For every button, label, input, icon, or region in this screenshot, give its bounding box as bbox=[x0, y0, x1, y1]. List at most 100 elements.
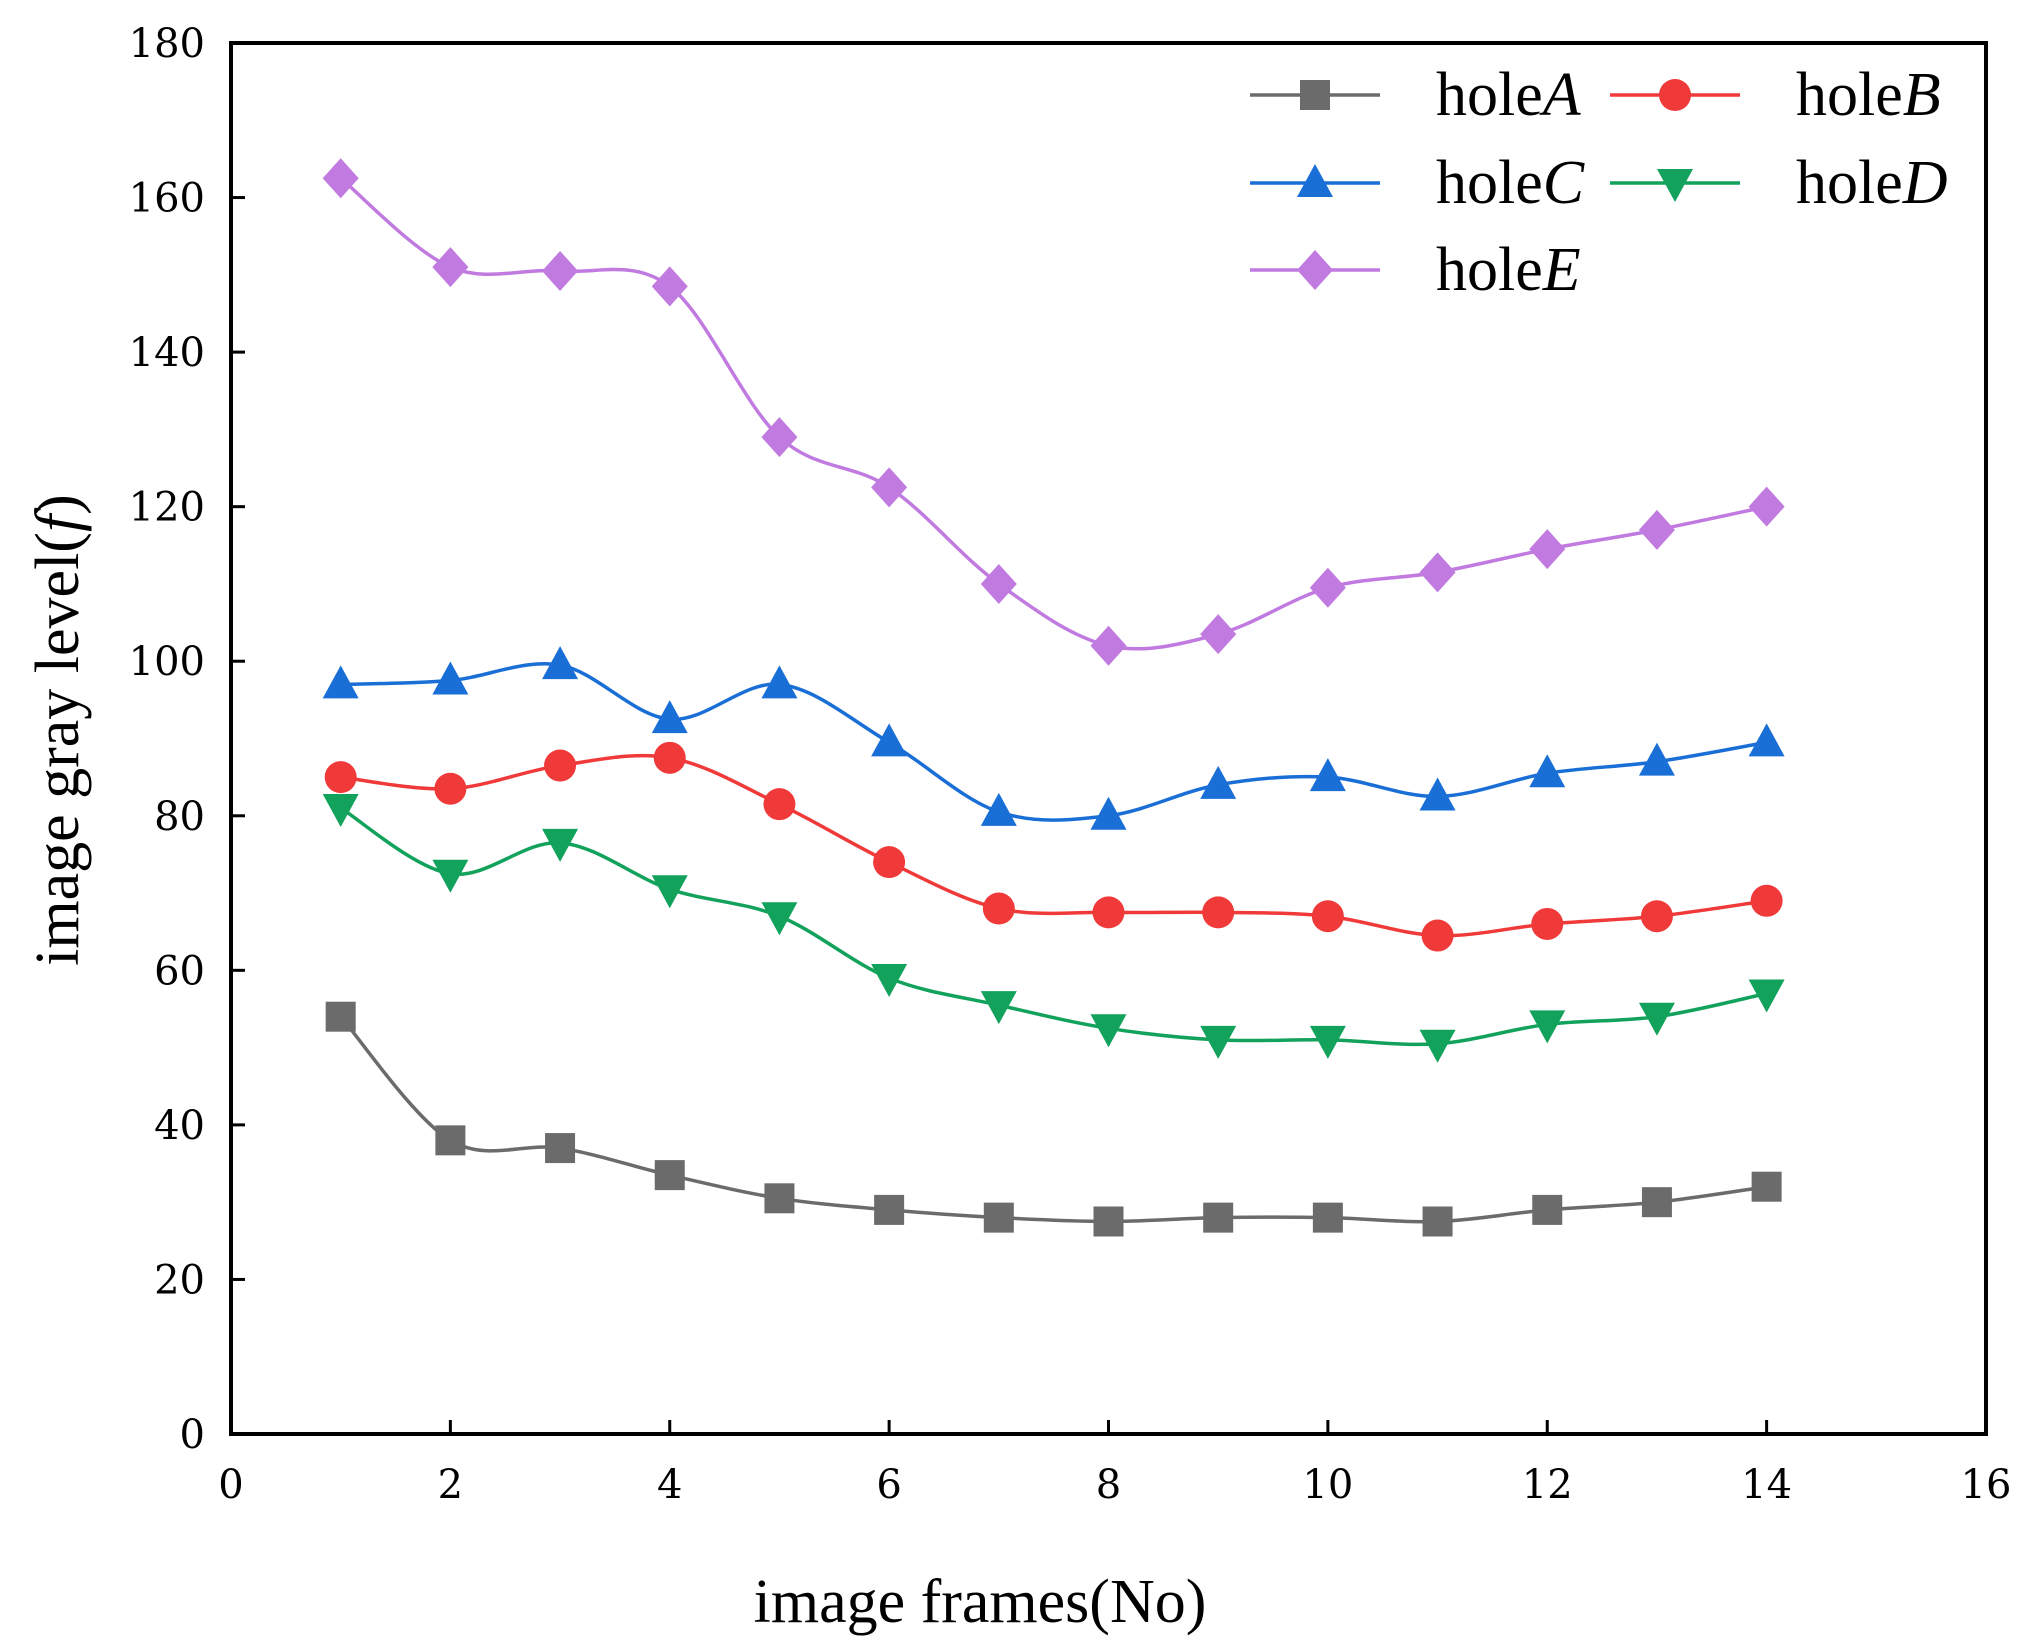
y-axis-title: image gray level(f) bbox=[24, 494, 92, 966]
data-point-hole-c bbox=[1090, 796, 1127, 830]
data-point-hole-e bbox=[1529, 529, 1566, 570]
data-point-hole-a bbox=[1312, 1202, 1343, 1233]
y-tick-label: 140 bbox=[129, 330, 205, 376]
legend-label: holeA bbox=[1436, 61, 1582, 129]
legend-marker bbox=[1657, 169, 1693, 202]
series-hole-b bbox=[324, 741, 1783, 952]
data-point-hole-e bbox=[432, 247, 469, 288]
data-point-hole-d bbox=[1309, 1025, 1346, 1059]
legend-label: holeE bbox=[1436, 236, 1581, 304]
data-point-hole-b bbox=[1531, 907, 1564, 940]
x-tick-label: 8 bbox=[1096, 1462, 1121, 1508]
data-point-hole-c bbox=[871, 723, 908, 757]
x-tick-label: 14 bbox=[1741, 1462, 1792, 1508]
data-point-hole-c bbox=[1638, 742, 1675, 776]
data-point-hole-a bbox=[1093, 1206, 1124, 1237]
data-point-hole-e bbox=[1090, 625, 1127, 666]
data-point-hole-a bbox=[764, 1183, 795, 1214]
data-point-hole-b bbox=[982, 892, 1015, 925]
legend-label-prefix: hole bbox=[1796, 61, 1903, 129]
series-hole-a bbox=[325, 1001, 1782, 1237]
data-point-hole-d bbox=[1638, 1002, 1675, 1036]
data-point-hole-c bbox=[761, 665, 798, 699]
data-point-hole-b bbox=[763, 788, 796, 821]
data-point-hole-a bbox=[325, 1001, 356, 1032]
data-point-hole-b bbox=[1092, 896, 1125, 929]
data-point-hole-b bbox=[434, 772, 467, 805]
data-point-hole-e bbox=[1200, 614, 1237, 655]
data-point-hole-d bbox=[1748, 979, 1785, 1013]
legend-label: holeC bbox=[1436, 149, 1585, 217]
y-axis: 0 20 40 60 80 100 120 140 160 180 bbox=[129, 21, 245, 1458]
data-point-hole-c bbox=[1748, 723, 1785, 757]
x-tick-label: 6 bbox=[876, 1462, 901, 1508]
data-point-hole-a bbox=[874, 1194, 905, 1225]
legend-item-hole-e: holeE bbox=[1250, 236, 1581, 304]
data-point-hole-a bbox=[1422, 1206, 1453, 1237]
y-tick-label: 40 bbox=[154, 1103, 205, 1149]
legend-label-letter: A bbox=[1539, 61, 1582, 129]
y-tick-label: 80 bbox=[154, 794, 205, 840]
legend-label-letter: E bbox=[1542, 236, 1581, 304]
y-tick-label: 180 bbox=[129, 21, 205, 67]
data-point-hole-d bbox=[1200, 1025, 1237, 1059]
data-point-hole-b bbox=[324, 761, 357, 794]
data-point-hole-d bbox=[1419, 1029, 1456, 1063]
series-hole-c bbox=[322, 646, 1785, 830]
x-tick-label: 10 bbox=[1302, 1462, 1353, 1508]
y-axis-title-suffix: ) bbox=[24, 494, 92, 515]
legend-item-hole-d: holeD bbox=[1610, 149, 1948, 217]
data-point-hole-e bbox=[1309, 567, 1346, 608]
y-axis-title-prefix: image gray level( bbox=[24, 532, 92, 966]
data-point-hole-b bbox=[1311, 900, 1344, 933]
series-hole-d bbox=[322, 794, 1785, 1063]
legend-label-prefix: hole bbox=[1436, 61, 1543, 129]
data-point-hole-e bbox=[761, 417, 798, 458]
y-tick-label: 100 bbox=[129, 639, 205, 685]
legend-marker bbox=[1659, 79, 1691, 111]
series-hole-e bbox=[322, 158, 1785, 666]
legend-item-hole-c: holeC bbox=[1250, 149, 1585, 217]
data-point-hole-b bbox=[1640, 900, 1673, 933]
data-point-hole-a bbox=[1641, 1187, 1672, 1218]
data-point-hole-c bbox=[1419, 777, 1456, 811]
data-point-hole-b bbox=[1750, 884, 1783, 917]
data-point-hole-a bbox=[1203, 1202, 1234, 1233]
data-point-hole-a bbox=[1532, 1194, 1563, 1225]
data-point-hole-b bbox=[653, 741, 686, 774]
series-line-hole-c bbox=[340, 662, 1767, 822]
x-tick-label: 16 bbox=[1961, 1462, 2012, 1508]
data-point-hole-b bbox=[1421, 919, 1454, 952]
legend-label-letter: B bbox=[1903, 61, 1941, 129]
data-point-hole-e bbox=[651, 266, 688, 307]
legend-label-letter: C bbox=[1543, 149, 1585, 217]
legend-marker bbox=[1300, 80, 1330, 110]
data-point-hole-c bbox=[980, 792, 1017, 826]
data-point-hole-a bbox=[983, 1202, 1014, 1233]
data-point-hole-e bbox=[542, 250, 579, 291]
x-tick-label: 4 bbox=[657, 1462, 682, 1508]
data-point-hole-a bbox=[435, 1125, 466, 1156]
data-point-hole-c bbox=[1529, 754, 1566, 788]
data-point-hole-e bbox=[980, 563, 1017, 604]
data-point-hole-e bbox=[1638, 509, 1675, 550]
data-point-hole-c bbox=[651, 700, 688, 734]
x-axis-title: image frames(No) bbox=[754, 1568, 1207, 1636]
data-point-hole-c bbox=[542, 646, 579, 680]
data-point-hole-e bbox=[871, 467, 908, 508]
data-point-hole-b bbox=[544, 749, 577, 782]
y-tick-label: 120 bbox=[129, 485, 205, 531]
y-tick-label: 160 bbox=[129, 176, 205, 222]
series-layer bbox=[322, 158, 1785, 1237]
data-point-hole-d bbox=[871, 964, 908, 998]
data-point-hole-d bbox=[651, 875, 688, 909]
data-point-hole-a bbox=[1751, 1171, 1782, 1202]
y-tick-label: 60 bbox=[154, 948, 205, 994]
data-point-hole-c bbox=[322, 665, 359, 699]
data-point-hole-d bbox=[1090, 1014, 1127, 1048]
data-point-hole-b bbox=[1202, 896, 1235, 929]
legend-item-hole-b: holeB bbox=[1610, 61, 1941, 129]
legend-label-letter: D bbox=[1902, 149, 1948, 217]
legend-label-prefix: hole bbox=[1436, 149, 1543, 217]
